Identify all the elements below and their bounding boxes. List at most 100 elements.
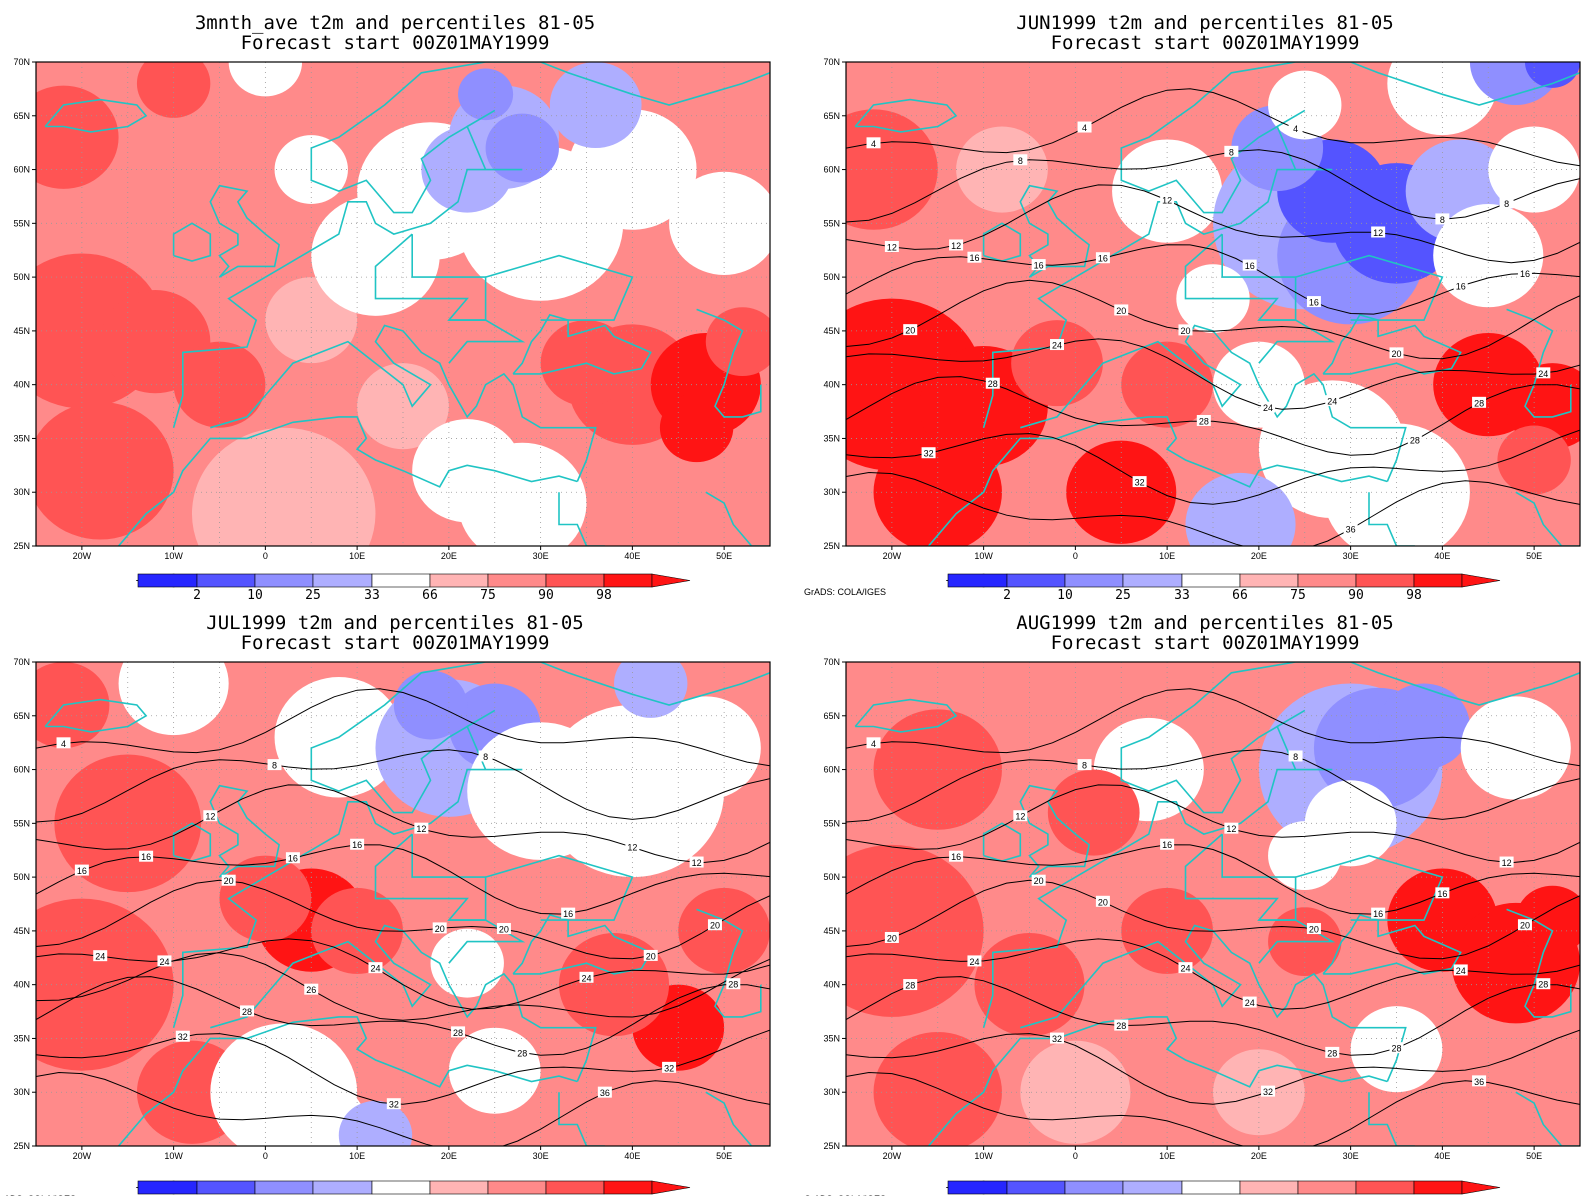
- lon-tick-label: 10W: [974, 1151, 993, 1161]
- contour-value: 4: [871, 739, 876, 749]
- map-area: 70N 65N 60N 55N 50N 45N 40N 35N 30N 25N 20W 10W 0 10E…: [13, 57, 771, 561]
- anomaly-patch: [219, 855, 312, 942]
- contour-label: 8: [1288, 750, 1303, 762]
- contour-label: 8: [1013, 154, 1028, 166]
- coastline: [1368, 492, 1415, 546]
- anomaly-patch: [549, 62, 642, 149]
- contour-label: 8: [1435, 213, 1450, 225]
- contour-value: 16: [1437, 889, 1447, 899]
- contour-label: 8: [1499, 197, 1514, 209]
- contour-label: 36: [1472, 1075, 1487, 1087]
- contour-label: 20: [496, 923, 511, 935]
- anomaly-patch: [1387, 62, 1498, 136]
- anomaly-patch: [1185, 472, 1296, 546]
- lat-tick-label: 70N: [823, 57, 840, 67]
- contour-value: 4: [1082, 123, 1087, 133]
- contour-label: 16: [1306, 296, 1321, 308]
- map-area: 4 8 8 12 12 12 12 16 16 16 16 16 20 20 20 20 20 24 24 24 24 2…: [13, 657, 771, 1161]
- contour-value: 4: [871, 139, 876, 149]
- coastline: [172, 662, 770, 1028]
- lat-tick-label: 60N: [13, 765, 30, 775]
- contour-label: 24: [967, 955, 982, 967]
- contour-value: 24: [159, 957, 169, 967]
- colorbar-segment: [429, 573, 489, 588]
- contour-label: 24: [1242, 996, 1257, 1008]
- lon-tick-label: 40E: [1434, 1151, 1450, 1161]
- contour-label: 24: [579, 971, 594, 983]
- contour-label: 20: [1306, 923, 1321, 935]
- contour-value: 28: [453, 1028, 463, 1038]
- contour-label: 16: [561, 907, 576, 919]
- lon-tick-label: 10E: [1159, 551, 1175, 561]
- isotherm-contour: [846, 376, 1580, 456]
- lat-tick-label: 50N: [13, 872, 30, 882]
- colorbar-segment: [1006, 1180, 1066, 1195]
- coastline: [1019, 784, 1090, 878]
- contour-label: 28: [1389, 1042, 1404, 1054]
- colorbar-segment: [1181, 1180, 1241, 1195]
- contour-value: 16: [1520, 269, 1530, 279]
- contour-label: 16: [1435, 887, 1450, 899]
- lon-tick-label: 0: [1073, 551, 1078, 561]
- coastline: [1258, 919, 1336, 964]
- colorbar-segment: [1355, 573, 1415, 588]
- lat-tick-label: 30N: [13, 1087, 30, 1097]
- colorbar-label: 98: [1406, 588, 1422, 603]
- lat-tick-label: 45N: [13, 926, 30, 936]
- anomaly-patch: [873, 709, 1002, 830]
- colorbar-segment: [371, 1180, 431, 1195]
- lat-tick-label: 40N: [823, 980, 840, 990]
- colorbar-arrow-right: [1461, 573, 1501, 588]
- colorbar-segment: [1122, 573, 1183, 588]
- contour-value: 32: [178, 1032, 188, 1042]
- coastline: [696, 308, 762, 418]
- coastline: [558, 1092, 605, 1146]
- contour-value: 24: [95, 952, 105, 962]
- contour-label: 28: [1407, 434, 1422, 446]
- contour-value: 16: [969, 253, 979, 263]
- coastline: [1506, 308, 1572, 418]
- anomaly-patch: [974, 933, 1085, 1037]
- contour-label: 24: [1050, 339, 1065, 351]
- grads-credit: GrADS: COLA/IGES: [804, 587, 886, 597]
- contour-value: 8: [1504, 199, 1509, 209]
- colorbar-segment: [371, 573, 431, 588]
- coastline: [982, 62, 1580, 428]
- lon-tick-label: 20W: [883, 551, 902, 561]
- contour-value: 28: [905, 981, 915, 991]
- coastline: [117, 1016, 578, 1146]
- colorbar-segment: [947, 1180, 1008, 1195]
- anomaly-patch: [846, 844, 984, 1017]
- contour-label: 8: [478, 750, 493, 762]
- contour-label: 16: [1371, 907, 1386, 919]
- contour-label: 36: [597, 1086, 612, 1098]
- lat-tick-label: 55N: [13, 818, 30, 828]
- contour-label: 20: [432, 922, 447, 934]
- panel-subtitle: Forecast start 00Z01MAY1999: [1051, 32, 1360, 54]
- contour-value: 24: [969, 957, 979, 967]
- colorbar-label: 33: [1174, 588, 1190, 603]
- coastline: [696, 908, 762, 1018]
- anomaly-patch: [192, 427, 376, 546]
- isotherm-contour: [36, 952, 770, 1021]
- contour-label: 4: [866, 737, 881, 749]
- colorbar-label: 10: [247, 588, 263, 603]
- coastline: [1322, 913, 1462, 975]
- anomaly-patch: [873, 1032, 1002, 1146]
- contour-label: 32: [386, 1098, 401, 1110]
- isotherm-contour: [846, 976, 1580, 1056]
- contour-label: 12: [1499, 856, 1514, 868]
- anomaly-patch: [1497, 425, 1571, 495]
- contour-label: 32: [175, 1030, 190, 1042]
- contour-value: 20: [1098, 897, 1108, 907]
- lat-tick-label: 25N: [13, 1141, 30, 1151]
- lat-tick-label: 60N: [823, 165, 840, 175]
- contour-label: 8: [1224, 145, 1239, 157]
- isotherm-contour: [36, 844, 770, 915]
- coastline: [1368, 1092, 1415, 1146]
- colorbar-segment: [1181, 573, 1241, 588]
- contour-label: 28: [903, 979, 918, 991]
- contour-value: 12: [692, 858, 702, 868]
